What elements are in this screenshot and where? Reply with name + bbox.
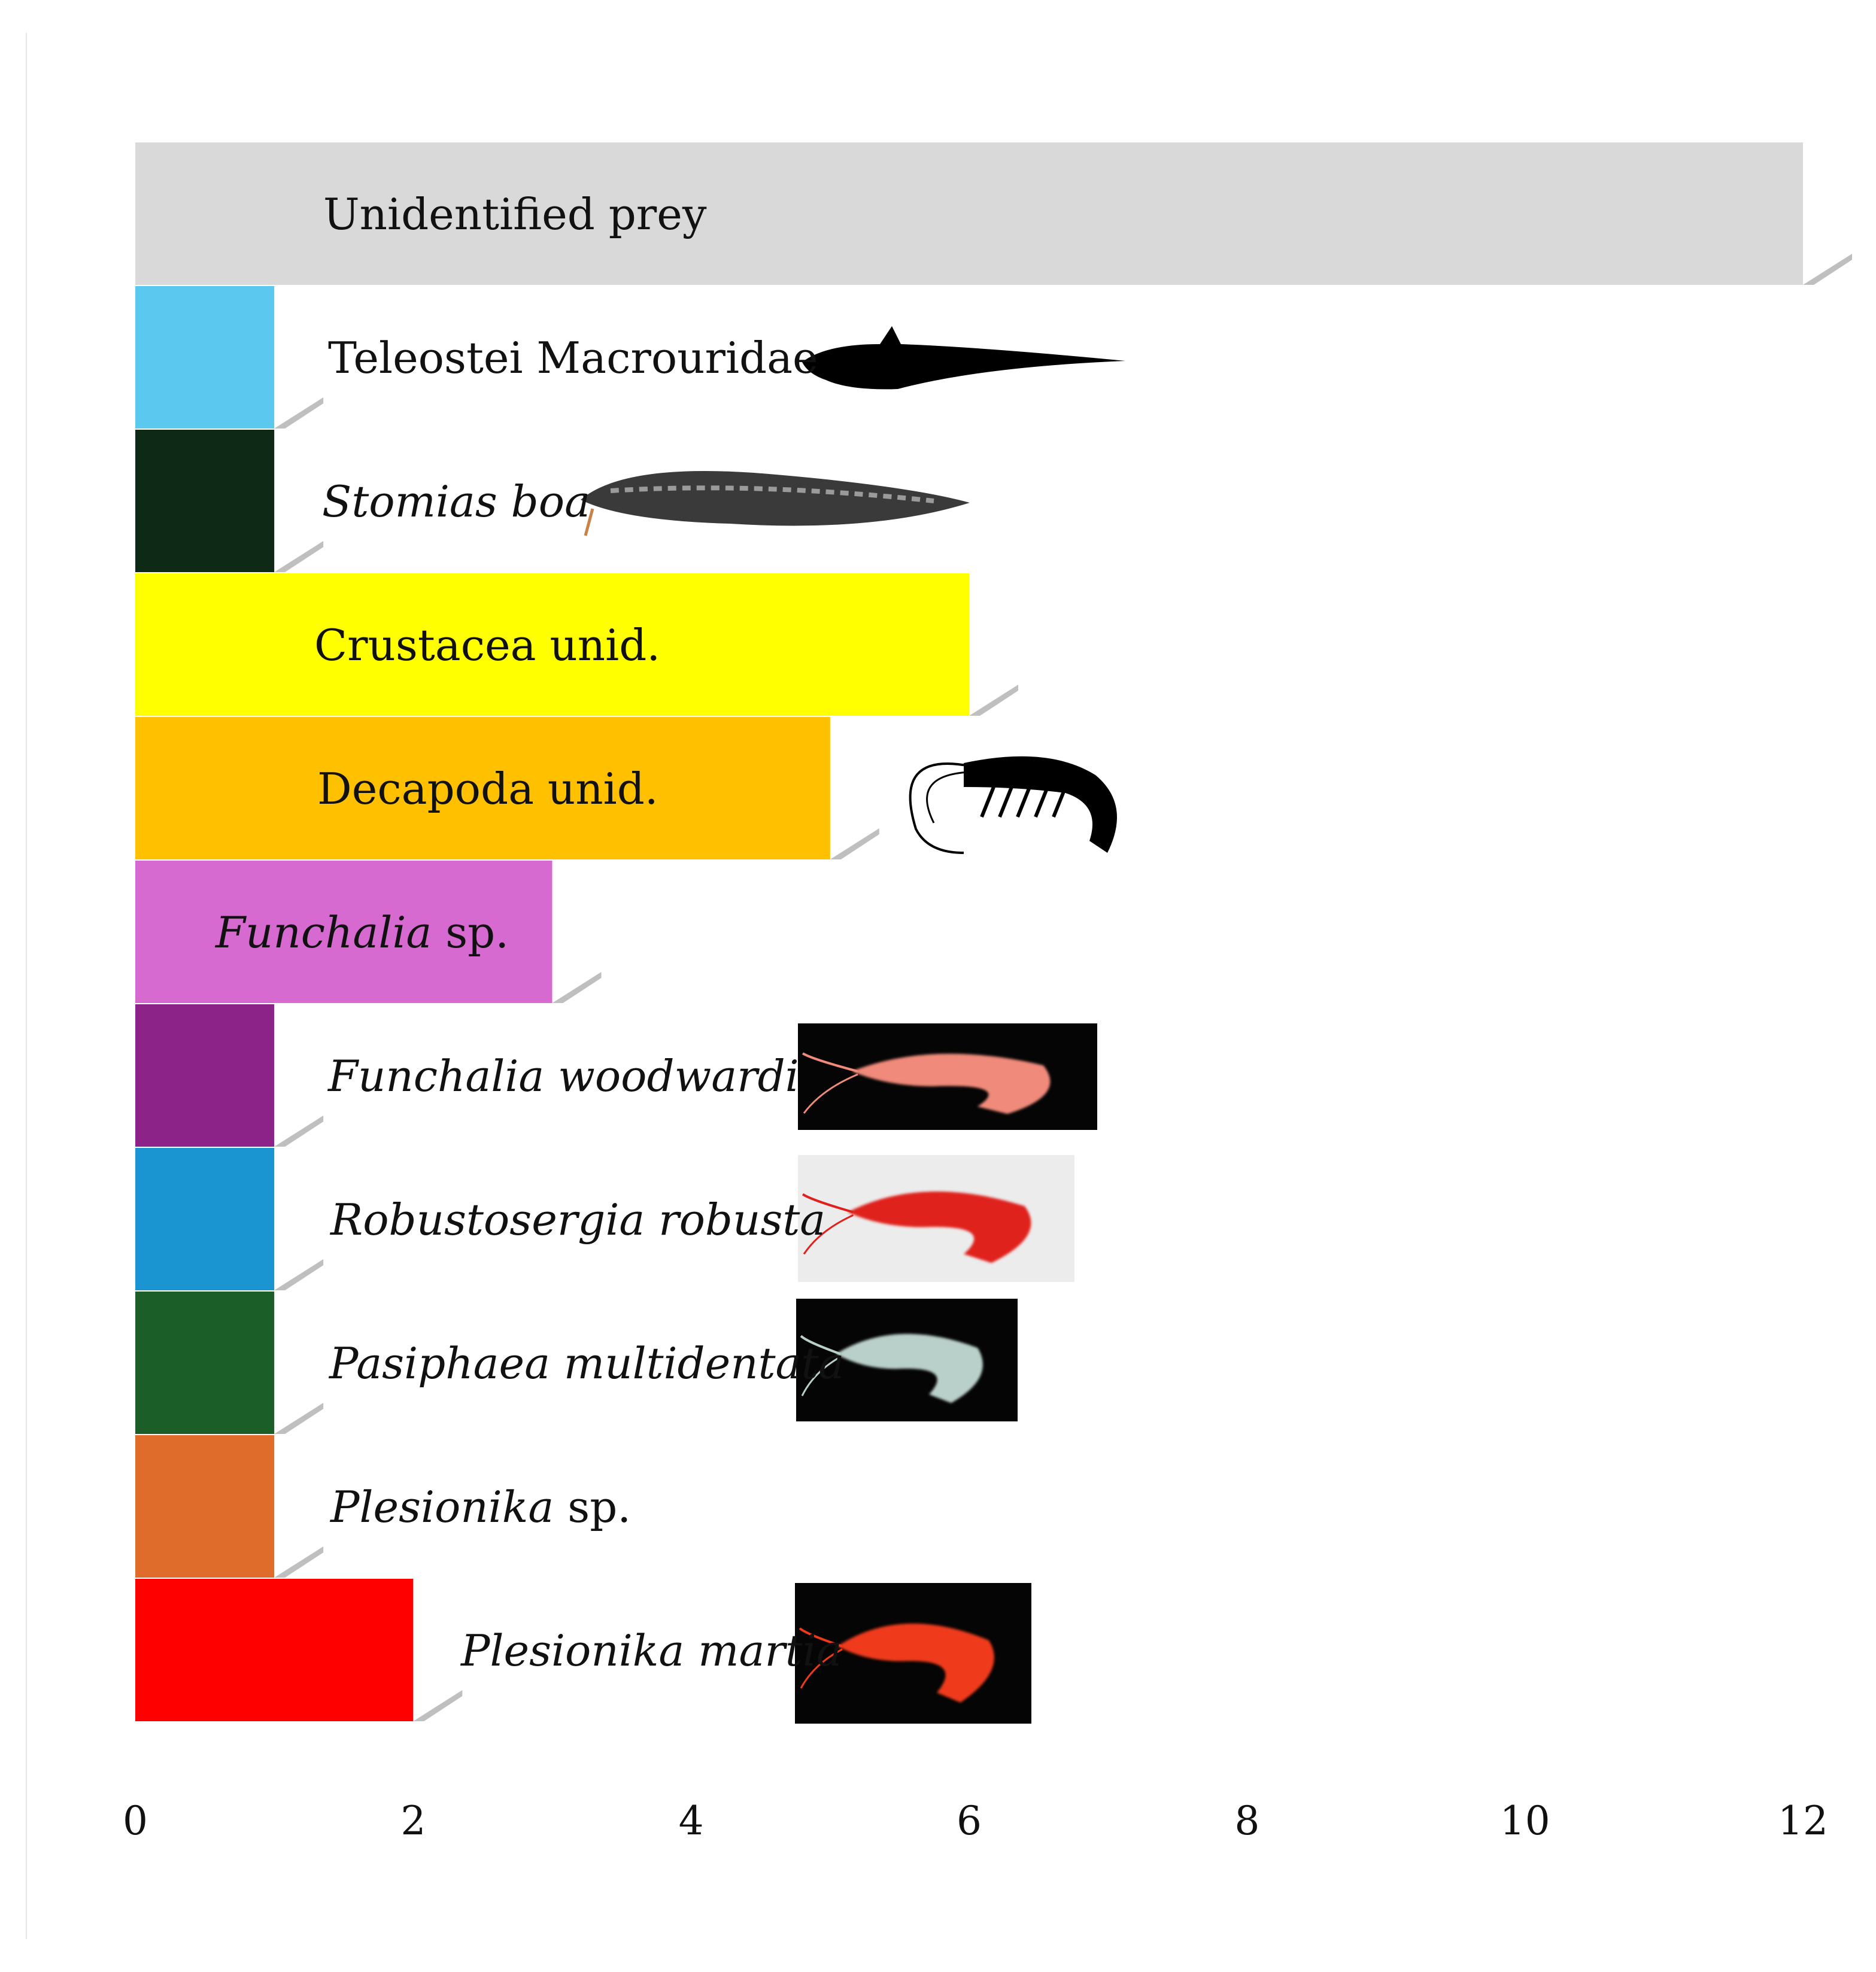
illustrations-layer [581,326,1125,1724]
shrimp-photo-pasiphaea-multidentata [796,1299,1018,1421]
x-tick-label-10: 10 [1500,1798,1550,1844]
x-tick-label-0: 0 [123,1798,148,1844]
shrimp-silhouette-decapoda-unid [909,756,1117,854]
bar-shadow-pasiphaea-multidentata [274,1403,324,1434]
shrimp-photo-robustosergia-robusta [798,1155,1074,1282]
bar-stomias-boa [135,430,275,572]
bar-plesionika-martia [135,1579,414,1721]
bar-robustosergia-robusta [135,1148,275,1290]
x-tick-label-4: 4 [679,1798,704,1844]
bar-shadow-stomias-boa [274,541,324,572]
bar-crustacea-unid [135,573,969,716]
bar-shadow-robustosergia-robusta [274,1259,324,1290]
shrimp-photo-funchalia-woodwardi [798,1023,1097,1130]
x-tick-label-8: 8 [1234,1798,1259,1844]
fish-silhouette-teleostei-macrouridae [802,326,1125,390]
category-label-teleostei-macrouridae: Teleostei Macrouridae [328,333,818,383]
bar-shadow-teleostei-macrouridae [274,397,324,429]
x-tick-label-12: 12 [1778,1798,1828,1844]
bar-funchalia-woodwardi [135,1004,275,1147]
category-label-plesionika-sp: Plesionika sp. [329,1482,631,1532]
category-label-funchalia-woodwardi: Funchalia woodwardi [327,1051,799,1101]
x-tick-label-6: 6 [957,1798,982,1844]
bar-shadow-crustacea-unid [969,685,1018,716]
bar-funchalia-sp [135,861,553,1003]
bar-unidentified-prey [135,142,1803,285]
bar-shadow-funchalia-sp [552,972,602,1003]
category-label-decapoda-unid: Decapoda unid. [317,764,658,814]
x-tick-label-2: 2 [400,1798,426,1844]
bar-pasiphaea-multidentata [135,1292,275,1434]
bar-shadow-unidentified-prey [1803,254,1852,285]
category-label-stomias-boa: Stomias boa [322,476,590,527]
category-labels-layer: Unidentified prey Teleostei Macrouridae St… [214,189,844,1676]
stomias-photo-stomias-boa [581,471,970,536]
bar-teleostei-macrouridae [135,286,275,429]
bars-layer [135,142,1852,1721]
category-label-unidentified-prey: Unidentified prey [323,189,707,239]
category-label-pasiphaea-multidentata: Pasiphaea multidentata [328,1338,844,1388]
category-label-robustosergia-robusta: Robustosergia robusta [329,1195,825,1245]
bar-shadow-decapoda-unid [830,828,879,859]
bar-plesionika-sp [135,1435,275,1578]
category-label-funchalia-sp: Funchalia sp. [214,907,509,958]
x-axis-ticks: 0 2 4 6 8 10 12 [123,1798,1828,1844]
bar-shadow-plesionika-sp [274,1546,324,1578]
bar-shadow-funchalia-woodwardi [274,1116,324,1147]
category-label-crustacea-unid: Crustacea unid. [314,620,660,670]
bar-shadow-plesionika-martia [413,1690,463,1721]
category-label-plesionika-martia: Plesionika martia [460,1625,842,1676]
bar-decapoda-unid [135,717,830,859]
shrimp-photo-plesionika-martia [795,1583,1031,1724]
